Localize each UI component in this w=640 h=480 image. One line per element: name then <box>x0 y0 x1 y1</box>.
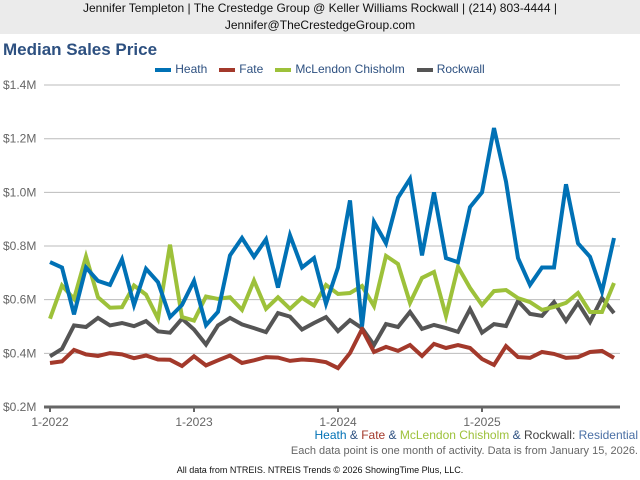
x-tick-label: 1-2023 <box>175 415 213 429</box>
agent-info: Jennifer Templeton | The Crestedge Group… <box>83 1 557 15</box>
y-tick-label: $0.8M <box>3 239 36 253</box>
series-subtitle: Heath & Fate & McLendon Chisholm & Rockw… <box>314 428 638 442</box>
legend-label: Fate <box>239 62 264 76</box>
subtitle-separator: & <box>509 428 524 442</box>
legend-label: McLendon Chisholm <box>295 62 405 76</box>
subtitle-heath: Heath <box>314 428 347 442</box>
subtitle-separator: & <box>385 428 400 442</box>
subtitle-rockwall: Rockwall <box>523 428 572 442</box>
y-tick-label: $1.2M <box>3 132 36 146</box>
chart-title: Median Sales Price <box>3 40 158 59</box>
footer-credit: All data from NTREIS. NTREIS Trends © 20… <box>176 465 464 475</box>
legend-label: Rockwall <box>436 62 485 76</box>
legend-swatch <box>416 67 433 72</box>
series-line-rockwall <box>48 294 616 358</box>
legend-item-rockwall[interactable]: Rockwall <box>416 62 485 76</box>
y-tick-label: $1.4M <box>3 78 36 92</box>
y-tick-label: $0.6M <box>3 293 36 307</box>
agent-header: Jennifer Templeton | The Crestedge Group… <box>0 0 640 34</box>
property-type: Residential <box>578 428 638 442</box>
legend-item-heath[interactable]: Heath <box>155 62 207 76</box>
x-tick-label: 1-2024 <box>319 415 357 429</box>
y-tick-label: $0.4M <box>3 346 36 360</box>
legend-swatch <box>219 67 236 72</box>
y-tick-label: $1.0M <box>3 185 36 199</box>
series-line-heath <box>49 127 616 330</box>
x-tick-label: 1-2022 <box>31 415 69 429</box>
legend: Heath Fate McLendon Chisholm Rockwall <box>0 62 640 76</box>
legend-item-mclendon-chisholm[interactable]: McLendon Chisholm <box>275 62 405 76</box>
subtitle-colon: : <box>571 428 579 442</box>
legend-swatch <box>155 67 172 72</box>
subtitle-fate: Fate <box>361 428 386 442</box>
legend-label: Heath <box>175 62 208 76</box>
legend-item-fate[interactable]: Fate <box>219 62 263 76</box>
series-line-fate <box>49 324 616 371</box>
x-tick-label: 1-2025 <box>463 415 501 429</box>
agent-email[interactable]: Jennifer@TheCrestedgeGroup.com <box>224 18 416 32</box>
subtitle-mclendon-chisholm: McLendon Chisholm <box>399 428 510 442</box>
subtitle-separator: & <box>346 428 362 442</box>
legend-swatch <box>275 67 292 72</box>
y-tick-label: $0.2M <box>3 400 36 414</box>
data-note: Each data point is one month of activity… <box>290 445 638 457</box>
